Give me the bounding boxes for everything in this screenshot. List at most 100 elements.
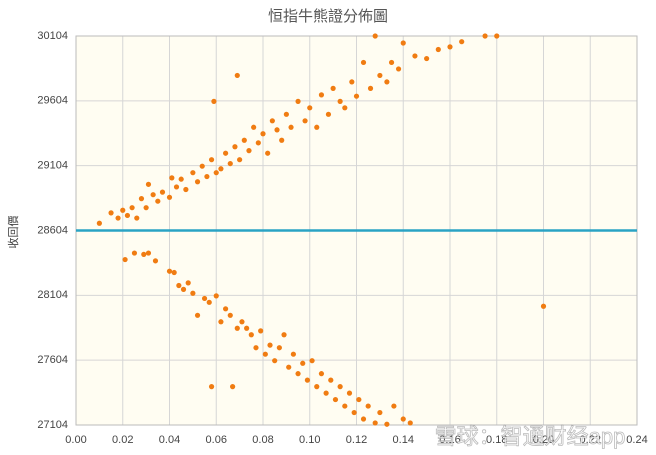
point [459,39,465,45]
point [171,269,177,276]
point [332,396,339,403]
point [124,212,131,219]
point [159,189,166,195]
point [244,325,250,331]
point [300,360,306,366]
point [540,303,547,309]
point [218,319,224,325]
x-tick-label: 0.06 [206,434,227,446]
point [251,124,257,130]
point [262,351,268,357]
point [152,258,159,264]
point [178,176,184,182]
point [304,377,311,383]
point [150,192,156,198]
point [120,207,126,213]
point [190,170,196,176]
point [288,124,294,130]
point [241,137,247,143]
point [360,59,367,66]
point [314,124,320,130]
point [356,396,362,403]
point [173,184,180,190]
point [367,85,374,91]
point [218,166,224,172]
x-tick-label: 0.02 [112,434,133,446]
point [482,33,488,39]
point [377,72,383,79]
chart-title: 恒指牛熊證分佈圖 [268,8,388,25]
point [145,181,152,187]
y-axis-label: 收回價 [6,216,20,249]
point [407,420,413,426]
x-tick-label: 0.00 [65,434,86,446]
point [213,293,219,299]
point [279,137,285,143]
point [232,144,238,150]
point [325,111,332,117]
x-tick-label: 0.22 [580,434,601,446]
point [276,345,282,351]
point [391,403,397,409]
plot-layer: 27104 27604 28104 28604 29104 29604 30104 0.00 0… [37,30,647,446]
point [115,215,121,221]
point [295,98,301,104]
point [274,127,280,133]
point [230,384,236,390]
point [234,72,240,79]
point [166,268,173,274]
point [302,118,308,124]
point [337,384,343,390]
point [204,173,210,180]
point [342,105,348,111]
point [180,286,187,292]
point [185,280,191,286]
x-tick-label: 0.24 [626,434,647,446]
point [400,40,406,46]
point [176,282,182,289]
point [281,332,287,338]
point [318,92,325,98]
point [342,403,348,409]
point [258,328,264,334]
x-tick-label: 0.16 [439,434,460,446]
point [424,55,430,62]
point [138,196,145,202]
point [265,150,271,156]
point [384,421,390,427]
y-tick-label: 29604 [37,95,68,107]
point [183,186,189,193]
point [351,409,357,416]
point [194,179,201,185]
x-tick-label: 0.12 [346,434,367,446]
point [372,420,378,426]
point [395,66,402,72]
point [412,53,418,59]
point [360,416,367,422]
point [447,44,453,50]
point [213,170,219,176]
point [330,85,336,91]
point [131,250,138,256]
x-tick-label: 0.14 [393,434,414,446]
point [227,160,233,167]
point [201,295,208,302]
point [318,371,325,377]
point [400,416,406,422]
point [134,215,140,221]
watermark: 雪球：智通财经app [435,424,626,449]
point [246,148,252,154]
y-tick-label: 29104 [37,160,68,172]
point [267,342,273,348]
point [337,98,343,104]
point [260,131,266,137]
y-tick-label: 28604 [37,224,68,236]
point [388,59,395,66]
y-tick-label: 27104 [37,419,68,431]
point [206,299,212,305]
point [435,46,441,53]
point [155,198,161,204]
x-tick-label: 0.04 [159,434,180,446]
point [129,205,135,211]
